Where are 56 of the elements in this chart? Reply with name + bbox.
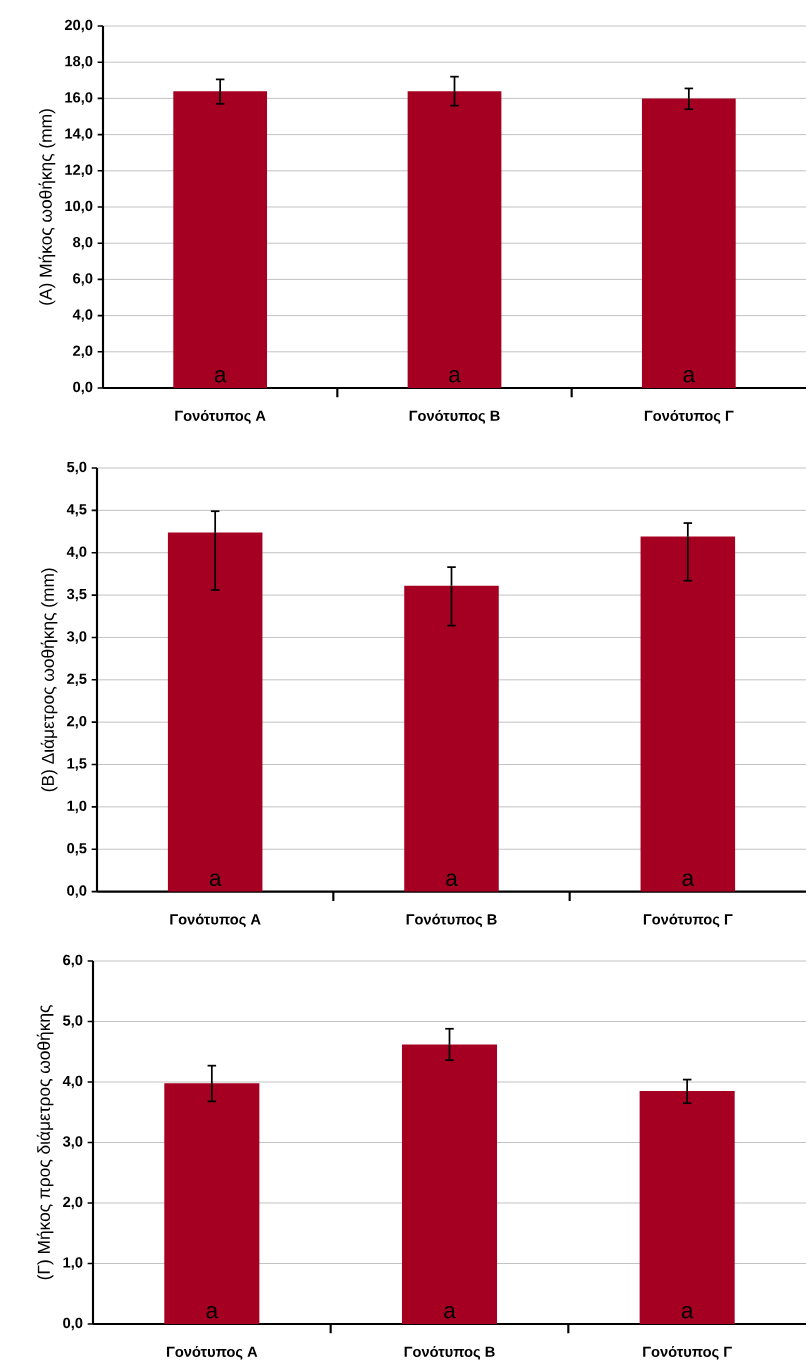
x-tick-label: Γονότυπος Α — [167, 1346, 258, 1360]
annotation: a — [683, 369, 696, 383]
y-tick-label: 2,5 — [67, 673, 87, 687]
y-tick-label: 2,0 — [67, 715, 87, 729]
annotation: a — [681, 1305, 694, 1319]
y-tick-label: 1,0 — [63, 1257, 83, 1270]
y-axis-title: (Α) Μήκος ωοθήκης (mm) — [38, 109, 56, 305]
y-tick-label: 1,5 — [67, 758, 87, 771]
y-tick-label: 8,0 — [73, 236, 93, 250]
y-tick-label: 4,5 — [66, 504, 87, 517]
y-tick-label: 2,0 — [63, 1196, 83, 1210]
y-tick-label: 5,0 — [63, 1015, 83, 1028]
y-tick-label: 1,0 — [67, 800, 87, 814]
annotation: a — [444, 1305, 456, 1319]
bar — [640, 536, 736, 892]
y-tick-label: 6,0 — [63, 954, 83, 968]
y-tick-label: 18,0 — [65, 55, 93, 69]
bar — [167, 532, 263, 892]
y-tick-label: 6,0 — [73, 273, 93, 286]
annotation: a — [446, 873, 458, 886]
x-tick-label: Γονότυπος Γ — [644, 410, 734, 424]
y-tick-label: 0,0 — [63, 1317, 83, 1331]
y-tick-label: 4,0 — [66, 546, 87, 559]
y-tick-label: 0,0 — [73, 381, 93, 395]
annotation: a — [214, 369, 227, 383]
x-tick-label: Γονότυπος Α — [170, 913, 261, 928]
y-tick-label: 10,0 — [65, 200, 93, 214]
annotation: a — [449, 369, 461, 383]
x-tick-label: Γονότυπος Β — [404, 1346, 495, 1360]
annotation: a — [209, 873, 222, 886]
x-tick-label: Γονότυπος Γ — [643, 913, 733, 928]
y-tick-label: 0,0 — [67, 885, 87, 898]
y-tick-label: 3,0 — [66, 631, 87, 644]
y-tick-label: 5,0 — [67, 461, 87, 475]
x-tick-label: Γονότυπος Α — [175, 410, 266, 424]
bar — [164, 1083, 260, 1324]
y-tick-label: 20,0 — [64, 19, 93, 33]
x-tick-label: Γονότυπος Γ — [643, 1346, 732, 1360]
y-tick-label: 14,0 — [65, 128, 93, 141]
y-tick-label: 3,5 — [66, 588, 87, 602]
y-tick-label: 12,0 — [65, 164, 93, 178]
bar — [401, 1044, 498, 1324]
y-tick-label: 16,0 — [65, 92, 93, 105]
bar — [404, 585, 499, 892]
y-tick-label: 2,0 — [73, 345, 93, 359]
annotation: a — [682, 873, 695, 886]
bar — [639, 1091, 735, 1324]
y-axis-title: (Γ) Μήκος προς διάμετρος ωοθήκης — [36, 1005, 54, 1280]
x-tick-label: Γονότυπος Β — [406, 913, 497, 928]
annotation: a — [206, 1305, 219, 1319]
y-tick-label: 3,0 — [62, 1136, 83, 1149]
y-tick-label: 0,5 — [67, 843, 87, 856]
y-tick-label: 4,0 — [62, 1075, 83, 1089]
y-tick-label: 4,0 — [72, 309, 93, 322]
x-tick-label: Γονότυπος Β — [409, 410, 500, 424]
y-axis-title: (Β) Διάμετρος ωοθήκης (mm) — [40, 568, 58, 792]
